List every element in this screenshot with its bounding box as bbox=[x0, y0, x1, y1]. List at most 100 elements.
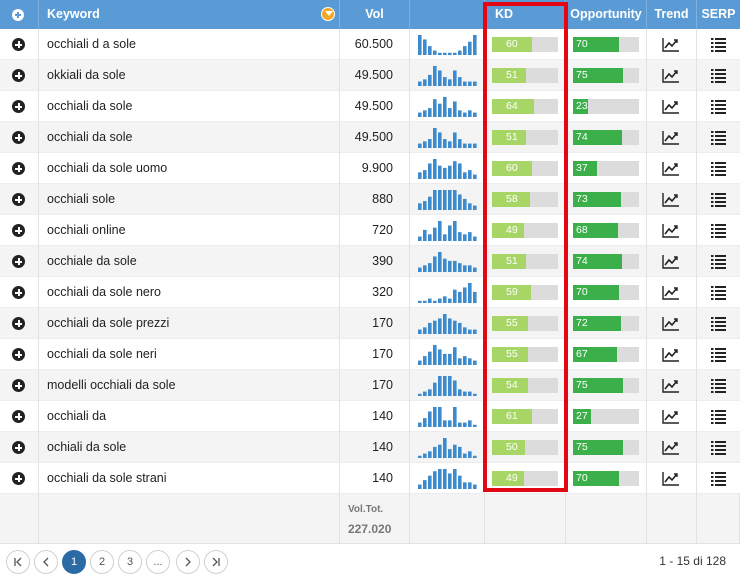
sparkline-bar bbox=[438, 70, 442, 86]
sparkline-cell bbox=[410, 246, 485, 277]
table-footer: Vol.Tot. 227.020 bbox=[0, 494, 740, 544]
opportunity-value: 67 bbox=[576, 348, 588, 360]
line-chart-icon[interactable] bbox=[662, 161, 680, 176]
add-keyword-icon[interactable] bbox=[12, 317, 25, 330]
list-icon[interactable] bbox=[711, 192, 727, 207]
list-icon[interactable] bbox=[711, 254, 727, 269]
add-keyword-icon[interactable] bbox=[12, 131, 25, 144]
page-ellipsis-button[interactable]: ... bbox=[146, 550, 170, 574]
next-page-button[interactable] bbox=[176, 550, 200, 574]
opportunity-bar-fill bbox=[573, 409, 591, 424]
page-button[interactable]: 2 bbox=[90, 550, 114, 574]
sparkline-bar bbox=[473, 205, 477, 210]
filter-icon[interactable] bbox=[321, 7, 335, 21]
trend-cell bbox=[647, 370, 697, 401]
sparkline-bar bbox=[418, 329, 422, 334]
line-chart-icon[interactable] bbox=[662, 471, 680, 486]
line-chart-icon[interactable] bbox=[662, 130, 680, 145]
vol-value: 49.500 bbox=[354, 130, 393, 144]
trend-cell bbox=[647, 153, 697, 184]
kd-value: 51 bbox=[506, 69, 518, 81]
list-icon[interactable] bbox=[711, 347, 727, 362]
page-button[interactable]: 3 bbox=[118, 550, 142, 574]
line-chart-icon[interactable] bbox=[662, 68, 680, 83]
vol-total-label: Vol.Tot. bbox=[348, 504, 384, 515]
kd-bar-fill bbox=[492, 440, 525, 455]
add-keyword-icon[interactable] bbox=[12, 162, 25, 175]
prev-page-button[interactable] bbox=[34, 550, 58, 574]
list-icon[interactable] bbox=[711, 378, 727, 393]
header-keyword[interactable]: Keyword bbox=[39, 0, 340, 29]
list-icon[interactable] bbox=[711, 409, 727, 424]
kd-bar: 55 bbox=[492, 316, 558, 331]
list-icon[interactable] bbox=[711, 223, 727, 238]
list-icon[interactable] bbox=[711, 471, 727, 486]
list-icon[interactable] bbox=[711, 440, 727, 455]
vol-value: 880 bbox=[372, 192, 393, 206]
line-chart-icon[interactable] bbox=[662, 378, 680, 393]
header-add-cell[interactable] bbox=[0, 0, 39, 29]
add-keyword-icon[interactable] bbox=[12, 224, 25, 237]
add-keyword-icon[interactable] bbox=[12, 379, 25, 392]
opportunity-value: 74 bbox=[576, 131, 588, 143]
opportunity-bar: 75 bbox=[573, 440, 639, 455]
list-icon[interactable] bbox=[711, 161, 727, 176]
add-cell bbox=[0, 432, 39, 463]
line-chart-icon[interactable] bbox=[662, 254, 680, 269]
line-chart-icon[interactable] bbox=[662, 440, 680, 455]
sparkline-bar bbox=[468, 451, 472, 458]
keyword-cell: okkiali da sole bbox=[39, 60, 340, 91]
line-chart-icon[interactable] bbox=[662, 347, 680, 362]
opportunity-bar: 72 bbox=[573, 316, 639, 331]
sparkline-cell bbox=[410, 122, 485, 153]
header-opportunity[interactable]: Opportunity bbox=[566, 0, 647, 29]
add-keyword-icon[interactable] bbox=[12, 472, 25, 485]
sparkline-bar bbox=[468, 358, 472, 365]
line-chart-icon[interactable] bbox=[662, 285, 680, 300]
list-icon[interactable] bbox=[711, 130, 727, 145]
sparkline-bar bbox=[448, 353, 452, 365]
line-chart-icon[interactable] bbox=[662, 223, 680, 238]
add-keyword-icon[interactable] bbox=[12, 193, 25, 206]
list-icon[interactable] bbox=[711, 68, 727, 83]
sparkline-bar bbox=[443, 469, 447, 489]
keyword-cell: ochiali da sole bbox=[39, 432, 340, 463]
add-keyword-icon[interactable] bbox=[12, 286, 25, 299]
line-chart-icon[interactable] bbox=[662, 192, 680, 207]
sparkline-bar bbox=[473, 484, 477, 489]
first-page-button[interactable] bbox=[6, 550, 30, 574]
add-all-icon[interactable] bbox=[12, 9, 24, 21]
list-icon[interactable] bbox=[711, 37, 727, 52]
sparkline-bar bbox=[458, 422, 462, 427]
list-icon[interactable] bbox=[711, 316, 727, 331]
sparkline bbox=[418, 35, 477, 55]
add-keyword-icon[interactable] bbox=[12, 255, 25, 268]
list-icon[interactable] bbox=[711, 285, 727, 300]
list-icon[interactable] bbox=[711, 99, 727, 114]
sparkline-bar bbox=[463, 391, 467, 396]
header-vol[interactable]: Vol bbox=[340, 0, 410, 29]
opportunity-bar-fill bbox=[573, 316, 621, 331]
sparkline bbox=[418, 97, 477, 117]
sparkline-bar bbox=[468, 143, 472, 148]
add-keyword-icon[interactable] bbox=[12, 348, 25, 361]
add-keyword-icon[interactable] bbox=[12, 100, 25, 113]
keyword-text: occhiali da sole strani bbox=[47, 471, 167, 485]
add-keyword-icon[interactable] bbox=[12, 410, 25, 423]
line-chart-icon[interactable] bbox=[662, 37, 680, 52]
line-chart-icon[interactable] bbox=[662, 99, 680, 114]
opportunity-bar: 75 bbox=[573, 378, 639, 393]
opportunity-cell: 73 bbox=[566, 184, 647, 215]
opportunity-bar: 23 bbox=[573, 99, 639, 114]
header-kd[interactable]: KD bbox=[485, 0, 566, 29]
line-chart-icon[interactable] bbox=[662, 409, 680, 424]
keyword-cell: occhiali da bbox=[39, 401, 340, 432]
line-chart-icon[interactable] bbox=[662, 316, 680, 331]
add-keyword-icon[interactable] bbox=[12, 69, 25, 82]
last-page-button[interactable] bbox=[204, 550, 228, 574]
add-keyword-icon[interactable] bbox=[12, 38, 25, 51]
add-keyword-icon[interactable] bbox=[12, 441, 25, 454]
page-button[interactable]: 1 bbox=[62, 550, 86, 574]
sparkline-bar bbox=[428, 351, 432, 365]
sparkline-bar bbox=[428, 74, 432, 86]
